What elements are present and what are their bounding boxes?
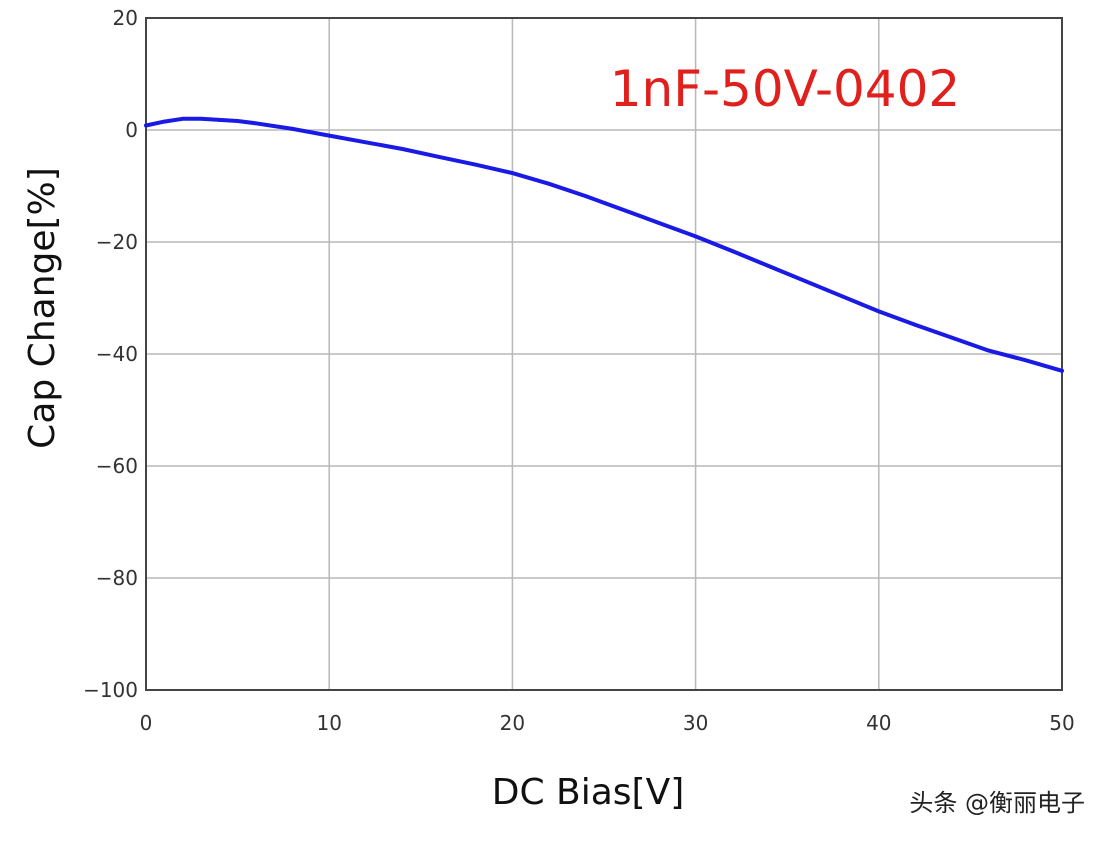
series-point: [583, 194, 588, 198]
series-point: [730, 249, 734, 253]
series-point: [620, 207, 625, 212]
x-axis-title: DC Bias[V]: [492, 772, 685, 813]
series-point: [913, 323, 918, 327]
x-tick-label: 10: [316, 711, 341, 735]
series-point: [327, 133, 332, 138]
y-axis-title: Cap Change[%]: [22, 167, 63, 449]
chart-annotation: 1nF-50V-0402: [610, 60, 961, 118]
series-point: [235, 119, 240, 123]
series-point: [803, 279, 808, 284]
y-tick-label: −40: [96, 342, 138, 366]
series-point: [1023, 358, 1028, 363]
series-point: [547, 182, 551, 186]
y-tick-label: 0: [125, 118, 138, 142]
series-point: [840, 294, 844, 299]
x-tick-label: 0: [140, 711, 153, 735]
series-point: [986, 348, 991, 353]
series-point: [437, 155, 441, 159]
series-point: [693, 234, 698, 239]
y-tick-label: −100: [83, 678, 138, 702]
series-point: [950, 336, 954, 340]
y-tick-label: 20: [113, 6, 138, 30]
series-point: [144, 123, 148, 128]
series-point: [199, 117, 203, 121]
series-point: [364, 140, 368, 145]
series-point: [162, 119, 167, 124]
x-tick-label: 30: [683, 711, 708, 735]
series-point: [217, 118, 222, 122]
series-point: [400, 147, 405, 151]
series-point: [510, 171, 515, 175]
data-series: [144, 116, 1064, 373]
watermark-text: 头条 @衡丽电子: [909, 789, 1085, 817]
series-point: [254, 121, 258, 126]
plot-area-frame: [145, 17, 1063, 691]
series-point: [474, 162, 478, 167]
series-point: [657, 221, 661, 225]
x-tick-label: 20: [500, 711, 525, 735]
y-tick-label: −60: [96, 454, 138, 478]
x-tick-label: 40: [866, 711, 891, 735]
x-tick-label: 50: [1049, 711, 1074, 735]
y-tick-label: −20: [96, 230, 138, 254]
series-point: [290, 127, 295, 131]
tick-labels: 0 10 20 30 40 50 20 0 −20 −40 −60 −80 −100: [83, 6, 1075, 735]
series-point: [180, 117, 185, 121]
y-tick-label: −80: [96, 566, 138, 590]
series-point: [767, 264, 771, 268]
series-point: [1060, 369, 1064, 373]
series-point: [877, 309, 881, 314]
